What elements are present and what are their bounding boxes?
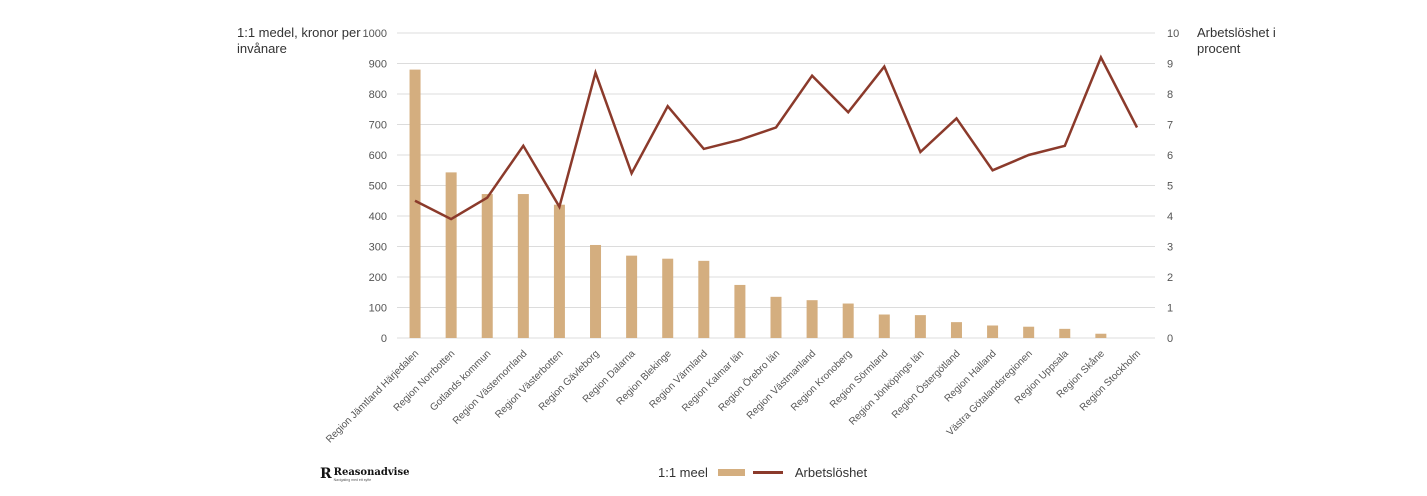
logo-name: Reasonadvise xyxy=(333,467,410,478)
legend-bar-label: 1:1 meel xyxy=(658,464,708,480)
unemployment-line xyxy=(414,54,1139,221)
category-label: Region Västerbotten xyxy=(493,348,565,420)
bar xyxy=(481,194,493,338)
right-tick-label: 5 xyxy=(1167,181,1173,193)
legend: 1:1 meel Arbetslöshet xyxy=(658,463,877,481)
category-label: Region Västmanland xyxy=(745,348,818,421)
category-label: Gotlands kommun xyxy=(428,348,493,413)
left-tick-label: 400 xyxy=(369,211,387,223)
bar xyxy=(806,300,818,338)
bar xyxy=(1059,328,1071,338)
bar xyxy=(770,296,782,338)
category-label: Region Kalmar län xyxy=(680,348,746,414)
left-tick-label: 200 xyxy=(369,272,387,284)
right-tick-label: 4 xyxy=(1167,211,1173,223)
right-tick-label: 1 xyxy=(1167,303,1173,315)
bar xyxy=(409,69,421,338)
bar xyxy=(878,314,890,338)
left-tick-label: 100 xyxy=(369,303,387,315)
bar xyxy=(950,322,962,338)
left-axis-title: 1:1 medel, kronor per invånare xyxy=(237,25,361,56)
bar xyxy=(445,172,457,338)
legend-line-label: Arbetslöshet xyxy=(794,464,868,480)
right-tick-label: 6 xyxy=(1167,150,1173,162)
right-axis-title: Arbetslöshet i procent xyxy=(1197,25,1276,56)
right-tick-label: 3 xyxy=(1167,242,1173,254)
bar xyxy=(698,260,710,338)
right-tick-label: 0 xyxy=(1167,333,1173,345)
legend-bar-swatch xyxy=(717,468,745,476)
logo-mark: R xyxy=(320,466,332,482)
left-tick-label: 300 xyxy=(369,242,387,254)
left-tick-label: 900 xyxy=(369,59,387,71)
left-tick-label: 600 xyxy=(369,150,387,162)
category-label: Region Kronoberg xyxy=(789,348,854,413)
left-tick-label: 800 xyxy=(369,89,387,101)
bar xyxy=(734,284,746,338)
logo-tagline: Navigating med ett syfte xyxy=(333,478,372,482)
left-tick-label: 700 xyxy=(369,120,387,132)
bar xyxy=(1023,326,1035,338)
category-label: Region Örebro län xyxy=(716,348,782,414)
logo: R Reasonadvise Navigating med ett syfte xyxy=(320,467,409,483)
bar xyxy=(987,325,999,338)
left-tick-label: 500 xyxy=(369,181,387,193)
category-label: Region Gävleborg xyxy=(537,348,602,413)
legend-line-swatch xyxy=(752,470,783,474)
bar xyxy=(590,244,602,338)
right-tick-label: 8 xyxy=(1167,89,1173,101)
bar xyxy=(517,194,529,338)
bar xyxy=(1095,333,1107,338)
bar xyxy=(553,204,565,338)
right-tick-label: 2 xyxy=(1167,272,1173,284)
category-label: Region Stockholm xyxy=(1078,348,1143,413)
bar xyxy=(662,258,674,338)
right-tick-label: 9 xyxy=(1167,59,1173,71)
bar xyxy=(914,315,926,338)
category-label: Region Norrbotten xyxy=(392,348,458,414)
bar xyxy=(626,255,638,338)
bar xyxy=(842,303,854,338)
category-label: Region Östergötland xyxy=(889,348,962,421)
right-tick-label: 10 xyxy=(1167,28,1179,40)
left-tick-label: 0 xyxy=(381,333,387,345)
left-tick-label: 1000 xyxy=(363,28,387,40)
right-tick-label: 7 xyxy=(1167,120,1173,132)
